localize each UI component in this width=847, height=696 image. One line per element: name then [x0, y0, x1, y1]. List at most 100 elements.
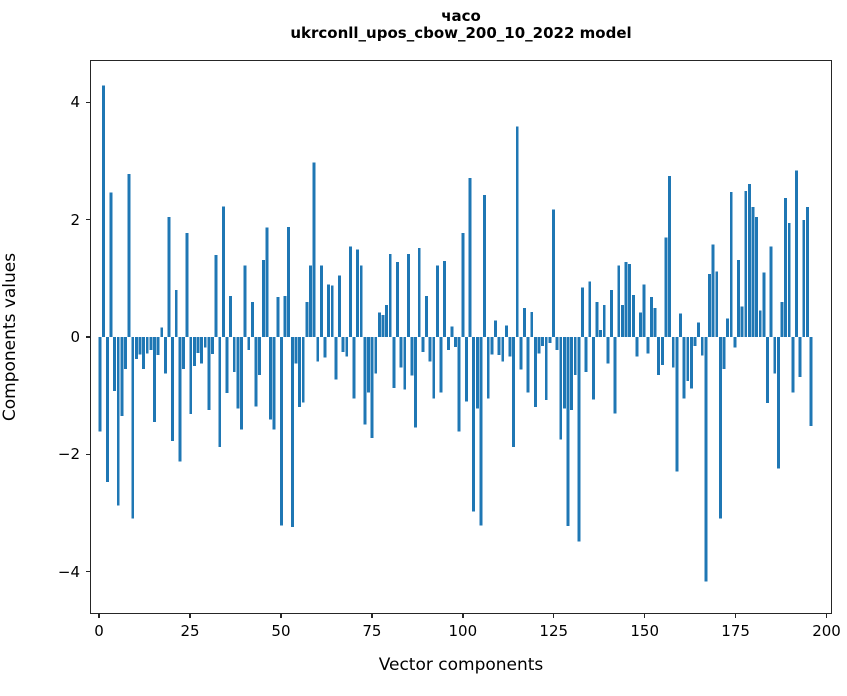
bar [113, 337, 117, 391]
bar [131, 337, 135, 519]
x-tick-mark [371, 614, 373, 619]
bar [671, 337, 675, 368]
bar [697, 322, 701, 337]
bar [537, 337, 541, 354]
bar [243, 265, 247, 337]
x-tick-mark [553, 614, 555, 619]
x-axis-label: Vector components [378, 655, 544, 675]
bar [352, 337, 356, 399]
bar [577, 337, 581, 542]
bar [744, 190, 748, 337]
bar [149, 337, 153, 350]
bar [334, 337, 338, 380]
bar [686, 337, 690, 381]
bar [494, 320, 497, 337]
bar [508, 337, 512, 357]
bar [490, 337, 494, 355]
bar [272, 337, 276, 430]
bar [171, 337, 175, 442]
bar [377, 312, 381, 337]
chart-title-line-1: часо [441, 7, 481, 25]
bar [443, 260, 447, 337]
bar [646, 337, 650, 354]
bar [486, 337, 490, 399]
bar [780, 301, 784, 337]
bar [381, 314, 385, 337]
bar [406, 253, 410, 337]
bar [591, 337, 595, 400]
bar [562, 337, 566, 409]
bar [410, 337, 414, 376]
x-tick-mark [462, 614, 464, 619]
x-tick-label: 175 [721, 622, 750, 640]
bar [711, 244, 715, 337]
bar [109, 192, 113, 337]
bar [610, 290, 613, 337]
bar [795, 170, 798, 337]
bar [359, 265, 363, 337]
bar [167, 217, 171, 337]
bar [214, 255, 218, 337]
bar [446, 337, 450, 350]
bar [182, 337, 185, 370]
x-tick-label: 200 [812, 622, 841, 640]
bar [290, 337, 294, 528]
bar [526, 337, 530, 393]
bar [160, 327, 164, 337]
bar [189, 337, 193, 415]
bar [602, 304, 606, 337]
bar [196, 337, 200, 353]
chart-title: часо ukrconll_upos_cbow_200_10_2022 mode… [90, 7, 832, 43]
bar [399, 337, 403, 368]
x-tick-mark [280, 614, 282, 619]
bar [232, 337, 236, 373]
x-tick-label: 125 [539, 622, 569, 640]
bar [236, 337, 240, 409]
bar [519, 337, 523, 370]
bar [544, 337, 548, 401]
bar [798, 337, 802, 377]
bar [269, 337, 273, 420]
bar [682, 337, 686, 399]
bar [218, 337, 222, 447]
bar [265, 227, 269, 337]
bar [312, 162, 316, 337]
bar [200, 337, 204, 364]
bar [708, 273, 711, 337]
bar [624, 262, 628, 337]
x-tick-label: 100 [448, 622, 478, 640]
bar [718, 337, 722, 519]
bar [617, 265, 621, 337]
bar [584, 337, 588, 373]
bar [541, 337, 545, 346]
x-tick-mark [734, 614, 737, 619]
bar [595, 301, 599, 337]
bar [504, 325, 508, 337]
bar [120, 337, 124, 416]
bar [367, 337, 370, 393]
bar [620, 304, 624, 337]
x-tick-label: 25 [180, 622, 200, 640]
bar [639, 312, 643, 337]
bar [203, 337, 207, 348]
bar [124, 337, 127, 370]
bar [279, 337, 283, 526]
bar [338, 275, 341, 337]
bar [475, 337, 479, 409]
bar [693, 337, 697, 346]
bar [726, 318, 730, 337]
bar [345, 337, 349, 357]
x-tick-mark [189, 614, 191, 619]
bar [421, 337, 425, 353]
bar [733, 337, 737, 348]
bar [261, 259, 265, 337]
bar [229, 296, 233, 337]
bar [472, 337, 476, 512]
bar [631, 294, 635, 337]
bar [809, 337, 813, 426]
bar [653, 307, 657, 337]
bar [657, 337, 661, 376]
y-tick-label: 4 [70, 93, 80, 112]
bar [533, 337, 537, 408]
bar [102, 85, 106, 338]
